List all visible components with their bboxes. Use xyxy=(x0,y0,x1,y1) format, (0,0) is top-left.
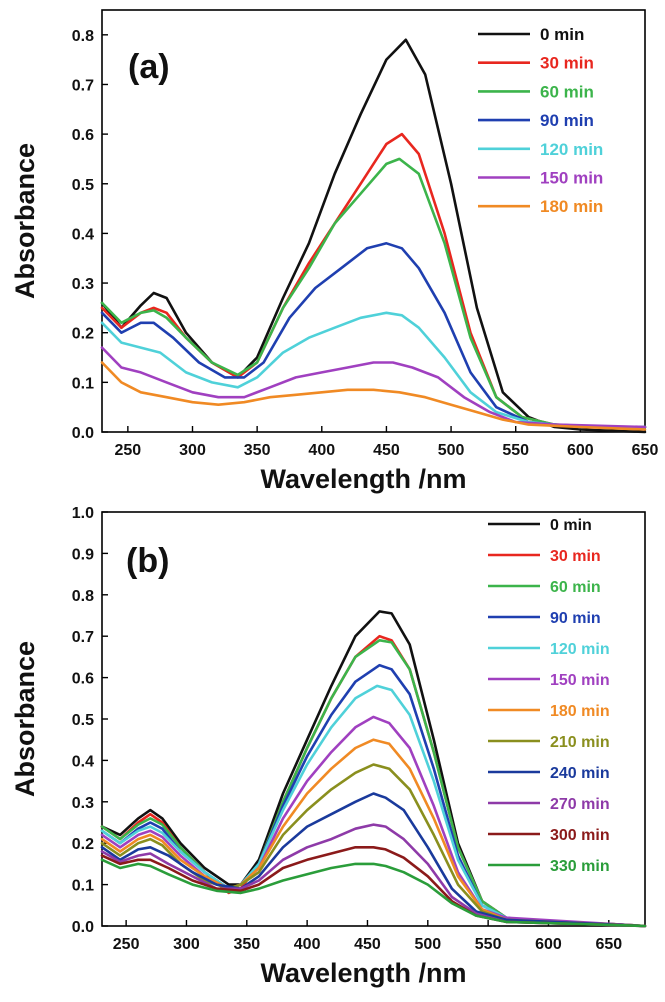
legend-label: 90 min xyxy=(540,111,594,130)
x-tick-label: 600 xyxy=(535,936,562,953)
x-tick-label: 450 xyxy=(354,936,381,953)
panel-b: 0.0 0.1 0.2 0.3 0.4 0.5 0.6 0.7 0.8 0.9 1.0 250 300 3… xyxy=(10,505,647,988)
x-tick-label: 500 xyxy=(414,936,441,953)
y-tick-label: 0.3 xyxy=(72,795,94,812)
legend: 0 min 30 min 60 min 90 min 120 min 150 min 180… xyxy=(488,517,610,875)
series-line xyxy=(100,846,647,928)
x-tick-label: 400 xyxy=(294,936,321,953)
y-tick-label: 0.5 xyxy=(72,712,94,729)
y-tick-label: 0.7 xyxy=(72,77,94,94)
legend-label: 0 min xyxy=(550,517,592,534)
panel-label: (b) xyxy=(126,542,169,580)
y-tick-label: 0.5 xyxy=(72,177,94,194)
y-tick-label: 0.8 xyxy=(72,588,94,605)
x-tick-label: 300 xyxy=(173,936,200,953)
series-line xyxy=(100,792,647,928)
series-line xyxy=(100,311,647,429)
panel-label: (a) xyxy=(128,48,170,86)
x-tick-label: 500 xyxy=(438,442,465,459)
legend-label: 300 min xyxy=(550,827,610,844)
x-tick-label: 650 xyxy=(632,442,659,459)
x-tick-label: 350 xyxy=(244,442,271,459)
series-line xyxy=(100,157,647,429)
legend-label: 120 min xyxy=(550,641,610,658)
y-tick-label: 0.0 xyxy=(72,425,94,442)
x-tick-label: 450 xyxy=(373,442,400,459)
y-tick-label: 0.2 xyxy=(72,836,94,853)
series-line xyxy=(100,738,647,928)
panel-a: 0.0 0.1 0.2 0.3 0.4 0.5 0.6 0.7 0.8 250 300 350 400 4… xyxy=(10,9,659,494)
x-tick-label: 250 xyxy=(113,936,140,953)
plot-frame xyxy=(101,9,646,433)
legend-label: 330 min xyxy=(550,858,610,875)
y-axis-label: Absorbance xyxy=(10,641,40,797)
x-axis-label-unit: /nm xyxy=(419,958,467,988)
legend: 0 min 30 min 60 min 90 min 120 min 150 min 180… xyxy=(478,25,603,216)
x-axis-label-unit: /nm xyxy=(419,464,467,494)
y-tick-label: 0.1 xyxy=(72,878,94,895)
x-tick-label: 600 xyxy=(567,442,594,459)
y-tick-label: 0.6 xyxy=(72,127,94,144)
x-tick-label: 250 xyxy=(115,442,142,459)
legend-label: 240 min xyxy=(550,765,610,782)
series-line xyxy=(100,38,647,434)
legend-label: 180 min xyxy=(540,197,603,216)
x-axis-label-name: Wavelength xyxy=(260,464,418,494)
legend-label: 30 min xyxy=(540,54,594,73)
x-tick-label: 550 xyxy=(475,936,502,953)
y-tick-label: 0.6 xyxy=(72,671,94,688)
x-axis-label-name: Wavelength xyxy=(260,958,418,988)
x-tick-label: 350 xyxy=(233,936,260,953)
series-line xyxy=(100,858,647,928)
series-line xyxy=(100,346,647,429)
series-line xyxy=(100,242,647,429)
y-tick-label: 0.2 xyxy=(72,326,94,343)
legend-label: 60 min xyxy=(540,82,594,101)
y-tick-label: 0.8 xyxy=(72,28,94,45)
x-axis-label: Wavelength /nm xyxy=(260,958,466,988)
legend-label: 150 min xyxy=(540,169,603,188)
legend-label: 180 min xyxy=(550,703,610,720)
y-axis-label: Absorbance xyxy=(10,143,40,299)
y-tick-label: 0.4 xyxy=(72,226,94,243)
series-line xyxy=(100,663,647,928)
x-axis-label: Wavelength /nm xyxy=(260,464,466,494)
series-line xyxy=(100,715,647,928)
legend-label: 60 min xyxy=(550,579,601,596)
y-tick-label: 1.0 xyxy=(72,505,94,522)
series-line xyxy=(100,639,647,928)
x-tick-label: 550 xyxy=(502,442,529,459)
legend-label: 150 min xyxy=(550,672,610,689)
series-line xyxy=(100,684,647,928)
legend-label: 90 min xyxy=(550,610,601,627)
y-tick-label: 0.4 xyxy=(72,753,94,770)
legend-label: 0 min xyxy=(540,25,584,44)
series-line xyxy=(100,763,647,928)
x-tick-label: 650 xyxy=(595,936,622,953)
y-tick-label: 0.3 xyxy=(72,276,94,293)
x-tick-label: 300 xyxy=(179,442,206,459)
series-line xyxy=(100,823,647,928)
y-tick-label: 0.7 xyxy=(72,629,94,646)
legend-label: 120 min xyxy=(540,140,603,159)
legend-label: 30 min xyxy=(550,548,601,565)
legend-label: 270 min xyxy=(550,796,610,813)
x-tick-label: 400 xyxy=(308,442,335,459)
y-tick-label: 0.1 xyxy=(72,375,94,392)
series-line xyxy=(100,361,647,431)
y-tick-label: 0.0 xyxy=(72,919,94,936)
y-tick-label: 0.9 xyxy=(72,546,94,563)
legend-label: 210 min xyxy=(550,734,610,751)
